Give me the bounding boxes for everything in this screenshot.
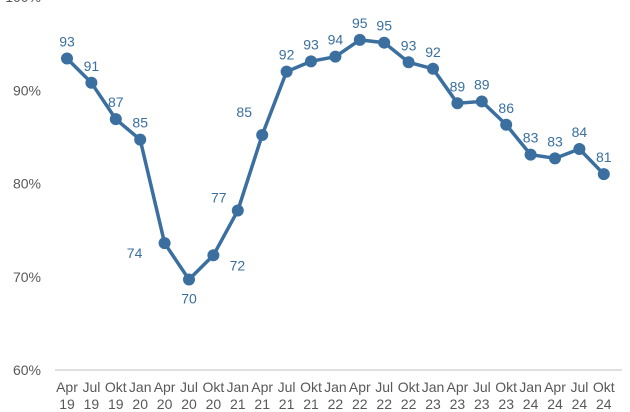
data-label: 81 (596, 149, 612, 165)
data-label: 93 (401, 37, 417, 53)
x-tick-label: Jul 20 (180, 379, 198, 412)
data-point (573, 142, 586, 155)
data-label: 83 (523, 130, 539, 146)
x-tick-label: Jul 22 (375, 379, 393, 412)
y-tick-label: 70% (13, 269, 41, 285)
data-point (597, 168, 610, 181)
y-tick-label: 60% (13, 362, 41, 378)
data-label: 95 (352, 15, 368, 31)
data-point (109, 113, 122, 126)
data-label: 84 (572, 124, 588, 140)
x-tick-label: Jul 19 (82, 379, 100, 412)
data-label: 94 (328, 32, 344, 48)
data-point (475, 95, 488, 108)
data-point (207, 249, 220, 262)
data-label: 85 (236, 104, 252, 120)
data-point (378, 36, 391, 49)
x-tick-label: Okt 24 (593, 379, 615, 412)
data-point (451, 97, 464, 110)
data-point (353, 33, 366, 46)
data-label: 95 (376, 18, 392, 34)
data-label: 74 (127, 245, 143, 261)
data-label: 77 (211, 190, 227, 206)
data-label: 93 (303, 36, 319, 52)
data-label: 86 (498, 100, 514, 116)
data-point (524, 148, 537, 161)
data-label: 91 (84, 58, 100, 74)
series-line (65, 38, 606, 282)
y-tick-label: 100% (5, 0, 41, 5)
x-tick-label: Jul 23 (473, 379, 491, 412)
data-point (183, 273, 195, 286)
x-tick-label: Okt 19 (105, 379, 127, 412)
data-point (85, 76, 98, 89)
data-point (231, 204, 244, 217)
x-tick-label: Okt 23 (495, 379, 517, 412)
data-point (134, 133, 147, 146)
x-tick-label: Apr 23 (447, 379, 469, 412)
data-point (549, 152, 561, 165)
y-axis: 60% 70% 80% 90% 100% (5, 0, 41, 378)
x-tick-label: Apr 22 (349, 379, 371, 412)
x-tick-label: Jul 21 (278, 379, 296, 412)
data-label: 92 (425, 44, 441, 60)
data-point (427, 62, 439, 75)
x-tick-label: Jul 24 (570, 379, 588, 412)
data-label: 72 (230, 257, 246, 273)
data-label: 89 (474, 76, 490, 92)
y-tick-label: 90% (13, 82, 41, 98)
data-label: 89 (450, 78, 466, 94)
data-point (280, 65, 293, 78)
data-point (329, 50, 342, 63)
x-tick-label: Apr 24 (544, 379, 566, 412)
data-point (256, 129, 269, 142)
x-tick-label: Okt 21 (300, 379, 322, 412)
x-tick-label: Apr 19 (56, 379, 78, 412)
data-labels: 93 91 87 85 74 70 72 77 85 92 93 94 95 95 93 92 89 89 86 83… (59, 15, 612, 307)
x-tick-label: Apr 20 (154, 379, 176, 412)
data-point (402, 56, 415, 69)
x-tick-label: Jan 22 (324, 379, 347, 412)
data-label: 70 (181, 291, 197, 307)
data-label: 92 (279, 47, 295, 63)
data-label: 85 (132, 115, 148, 131)
data-label: 87 (108, 94, 124, 110)
x-tick-label: Jan 24 (519, 379, 542, 412)
data-label: 83 (547, 133, 563, 149)
data-point (61, 52, 73, 65)
x-tick-label: Okt 20 (203, 379, 225, 412)
data-point (500, 118, 513, 131)
x-tick-label: Jan 23 (422, 379, 445, 412)
y-tick-label: 80% (13, 176, 41, 192)
x-tick-label: Jan 21 (227, 379, 250, 412)
x-tick-label: Okt 22 (398, 379, 420, 412)
data-point (305, 55, 317, 68)
data-point (158, 237, 171, 250)
x-tick-label: Jan 20 (129, 379, 152, 412)
data-points (61, 33, 610, 286)
data-label: 93 (59, 34, 75, 50)
x-tick-label: Apr 21 (251, 379, 273, 412)
